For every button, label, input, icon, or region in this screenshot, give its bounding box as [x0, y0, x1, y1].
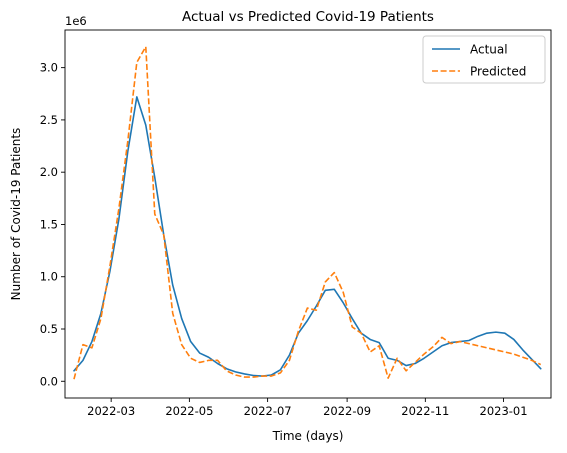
legend-label-predicted: Predicted — [470, 65, 526, 79]
y-tick-label: 1.0 — [40, 270, 58, 284]
plot-frame — [64, 29, 552, 399]
legend-label-actual: Actual — [470, 43, 508, 57]
x-tick-label: 2022-11 — [401, 404, 449, 418]
y-tick-label: 1.5 — [40, 217, 58, 231]
chart-title: Actual vs Predicted Covid-19 Patients — [182, 9, 434, 25]
series-line-actual — [73, 96, 542, 377]
y-tick-label: 0.0 — [40, 374, 58, 388]
plot-lines — [73, 45, 542, 380]
y-tick-label: 2.0 — [40, 165, 58, 179]
x-tick-label: 2022-03 — [87, 404, 135, 418]
y-tick-label: 2.5 — [40, 113, 58, 127]
y-axis-label: Number of Covid-19 Patients — [9, 128, 23, 301]
x-tick-label: 2022-07 — [244, 404, 292, 418]
x-tick-label: 2022-09 — [323, 404, 371, 418]
x-tick-label: 2023-01 — [480, 404, 528, 418]
x-tick-label: 2022-05 — [165, 404, 213, 418]
y-axis-scale-label: 1e6 — [65, 14, 87, 28]
y-axis-ticks: 0.0 0.5 1.0 1.5 2.0 2.5 3.0 — [40, 61, 65, 388]
x-axis-ticks: 2022-03 2022-05 2022-07 2022-09 2022-11 2023-… — [87, 398, 528, 418]
legend: Actual Predicted — [422, 35, 546, 84]
series-line-predicted — [73, 45, 542, 380]
x-axis-label: Time (days) — [272, 429, 344, 443]
y-tick-label: 3.0 — [40, 61, 58, 75]
y-tick-label: 0.5 — [40, 322, 58, 336]
